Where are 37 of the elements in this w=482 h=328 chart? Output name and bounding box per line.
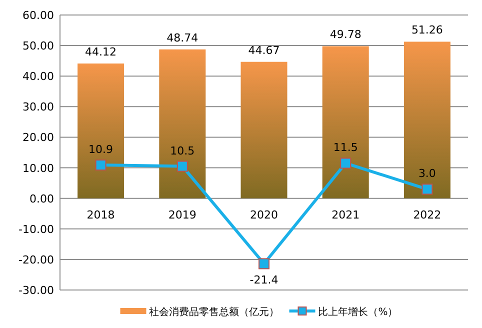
x-tick-label: 2020 xyxy=(250,208,278,222)
legend-label: 比上年增长（%） xyxy=(318,306,398,318)
bar xyxy=(404,42,450,198)
y-tick-label: 10.00 xyxy=(22,162,54,175)
point xyxy=(258,258,270,270)
y-tick-label: -20.00 xyxy=(18,253,54,266)
point xyxy=(176,160,188,172)
x-tick-label: 2021 xyxy=(332,208,360,222)
data-label: -21.4 xyxy=(250,274,278,287)
y-tick-label: 50.00 xyxy=(22,40,54,53)
legend-label: 社会消费品零售总额（亿元） xyxy=(149,306,280,318)
data-label: 51.26 xyxy=(411,24,443,37)
y-tick-label: 30.00 xyxy=(22,100,54,114)
bar xyxy=(240,62,288,198)
data-label: 44.12 xyxy=(85,46,117,59)
point xyxy=(422,184,433,195)
x-tick-label: 2019 xyxy=(168,208,196,222)
data-label: 49.78 xyxy=(330,28,362,42)
data-label: 44.67 xyxy=(248,44,280,57)
y-tick-label: 40.00 xyxy=(22,70,54,84)
y-tick-label: 20.00 xyxy=(22,131,54,144)
y-tick-label: 60.00 xyxy=(22,9,54,22)
x-tick-label: 2018 xyxy=(86,208,115,222)
y-tick-label: -10.00 xyxy=(18,222,54,236)
point xyxy=(95,160,106,171)
data-label: 10.9 xyxy=(88,143,114,156)
bar xyxy=(78,64,124,198)
data-label: 10.5 xyxy=(170,144,195,158)
data-label: 11.5 xyxy=(333,141,358,154)
data-label: 3.0 xyxy=(418,167,436,180)
data-label: 48.74 xyxy=(166,31,198,44)
point xyxy=(340,158,352,169)
bar xyxy=(159,49,206,198)
bar xyxy=(322,46,369,198)
x-tick-label: 2022 xyxy=(413,208,442,222)
y-tick-label: 0.00 xyxy=(30,192,54,206)
y-tick-label: -30.00 xyxy=(18,284,54,297)
